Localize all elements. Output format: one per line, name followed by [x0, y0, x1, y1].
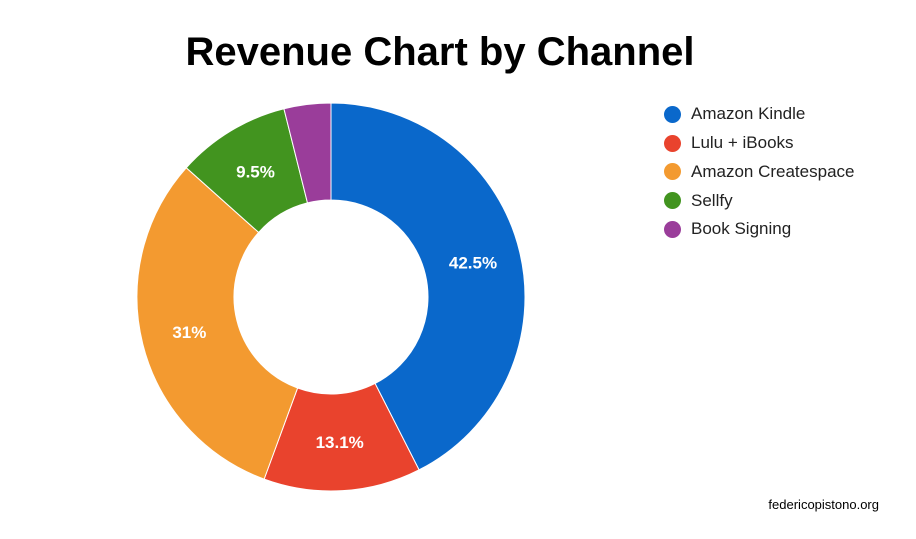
- slice-label-sellfy: 9.5%: [236, 163, 275, 182]
- slice-label-amazon-createspace: 31%: [172, 323, 206, 342]
- legend-swatch-icon: [664, 192, 681, 210]
- slice-label-amazon-kindle: 42.5%: [449, 253, 497, 272]
- slice-book-signing: [283, 102, 332, 204]
- legend-swatch-icon: [664, 105, 681, 123]
- donut-slices: [136, 102, 526, 492]
- legend-swatch-icon: [664, 220, 681, 238]
- chart-title: Revenue Chart by Channel: [185, 30, 695, 74]
- slice-amazon-createspace: [136, 167, 299, 480]
- legend-swatch-icon: [664, 134, 681, 152]
- source-credit: federicopistono.org: [768, 497, 879, 512]
- slice-amazon-kindle: [330, 102, 526, 471]
- legend-label: Amazon Kindle: [691, 104, 806, 124]
- chart-legend: Amazon Kindle Lulu + iBooks Amazon Creates…: [664, 100, 854, 244]
- slice-label-lulu-ibooks: 13.1%: [316, 433, 364, 452]
- legend-item-amazon-createspace: Amazon Createspace: [664, 158, 854, 187]
- legend-label: Sellfy: [691, 190, 733, 210]
- legend-item-book-signing: Book Signing: [664, 215, 854, 244]
- legend-item-sellfy: Sellfy: [664, 186, 854, 215]
- legend-item-amazon-kindle: Amazon Kindle: [664, 100, 854, 129]
- legend-swatch-icon: [664, 163, 681, 181]
- donut-slice-labels: 42.5% 13.1% 31% 9.5%: [172, 163, 497, 453]
- legend-label: Book Signing: [691, 219, 792, 239]
- legend-label: Amazon Createspace: [691, 161, 855, 181]
- legend-item-lulu-ibooks: Lulu + iBooks: [664, 129, 854, 158]
- legend-label: Lulu + iBooks: [691, 133, 794, 153]
